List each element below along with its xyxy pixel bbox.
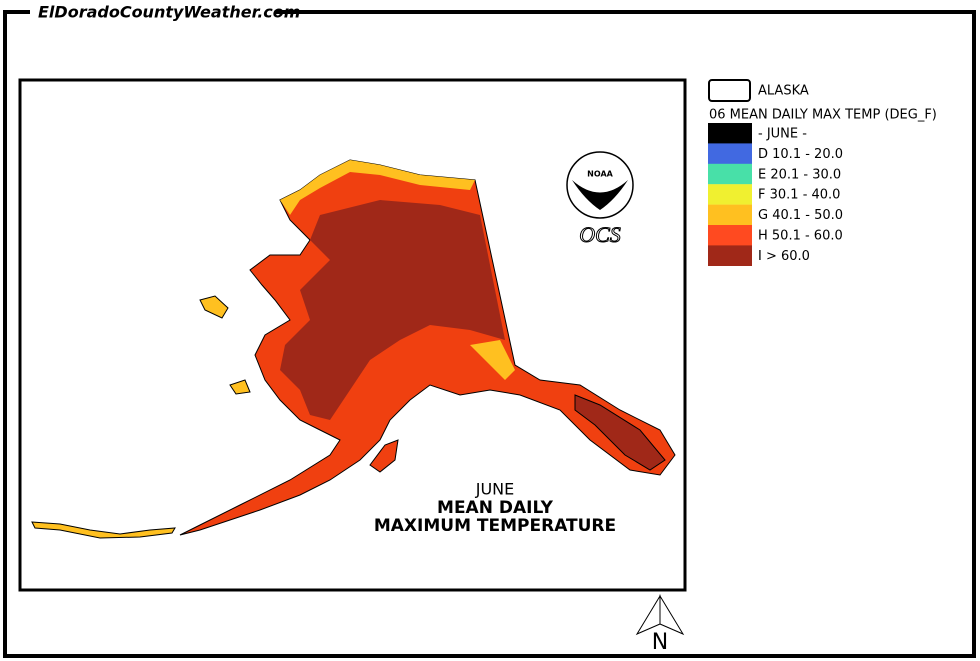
logo-office: OCS bbox=[579, 222, 621, 247]
arrow-left bbox=[635, 594, 661, 636]
north-coast bbox=[280, 160, 475, 215]
legend-label: E 20.1 - 30.0 bbox=[758, 167, 841, 182]
legend-label: F 30.1 - 40.0 bbox=[758, 188, 840, 203]
logo-agency: NOAA bbox=[587, 170, 613, 179]
kodiak bbox=[369, 439, 399, 473]
legend-swatch bbox=[708, 143, 752, 164]
legend-swatch bbox=[708, 245, 752, 266]
map-title-month: JUNE bbox=[475, 480, 515, 499]
site-name: ElDoradoCountyWeather.com bbox=[38, 3, 300, 22]
layer-swatch bbox=[708, 79, 751, 102]
southeast-islands bbox=[574, 394, 666, 471]
legend-label: D 10.1 - 20.0 bbox=[758, 147, 843, 162]
alaska-map bbox=[31, 159, 676, 539]
north-arrow: N bbox=[635, 594, 685, 655]
interior-hot bbox=[280, 200, 505, 420]
legend-label: I > 60.0 bbox=[758, 249, 810, 264]
aleutians bbox=[31, 521, 176, 539]
alaska-range bbox=[470, 340, 515, 380]
logo-circle bbox=[566, 151, 634, 219]
north-label: N bbox=[652, 630, 668, 655]
legend-swatch bbox=[708, 184, 752, 205]
legend-title: 06 MEAN DAILY MAX TEMP (DEG_F) bbox=[709, 108, 937, 123]
noaa-logo: NOAA OCS bbox=[566, 151, 634, 248]
legend: - JUNE - D 10.1 - 20.0 E 20.1 - 30.0 F 30.1… bbox=[708, 123, 843, 266]
legend-swatch bbox=[708, 225, 752, 246]
legend-swatch bbox=[708, 123, 752, 144]
legend-label: G 40.1 - 50.0 bbox=[758, 208, 843, 223]
legend-label: - JUNE - bbox=[758, 127, 807, 142]
legend-label: H 50.1 - 60.0 bbox=[758, 229, 843, 244]
nunivak bbox=[229, 379, 251, 395]
legend-swatch bbox=[708, 163, 752, 185]
logo-bird bbox=[572, 180, 628, 210]
header-bg bbox=[30, 2, 275, 24]
map-title-line: MEAN DAILY bbox=[437, 498, 554, 518]
legend-layer: ALASKA bbox=[758, 84, 809, 99]
map-title-line: MAXIMUM TEMPERATURE bbox=[374, 516, 616, 536]
st-lawrence bbox=[199, 295, 229, 319]
mainland bbox=[179, 159, 676, 536]
legend-swatch bbox=[708, 204, 752, 226]
arrow-right bbox=[659, 594, 685, 636]
outer-frame bbox=[3, 10, 976, 658]
